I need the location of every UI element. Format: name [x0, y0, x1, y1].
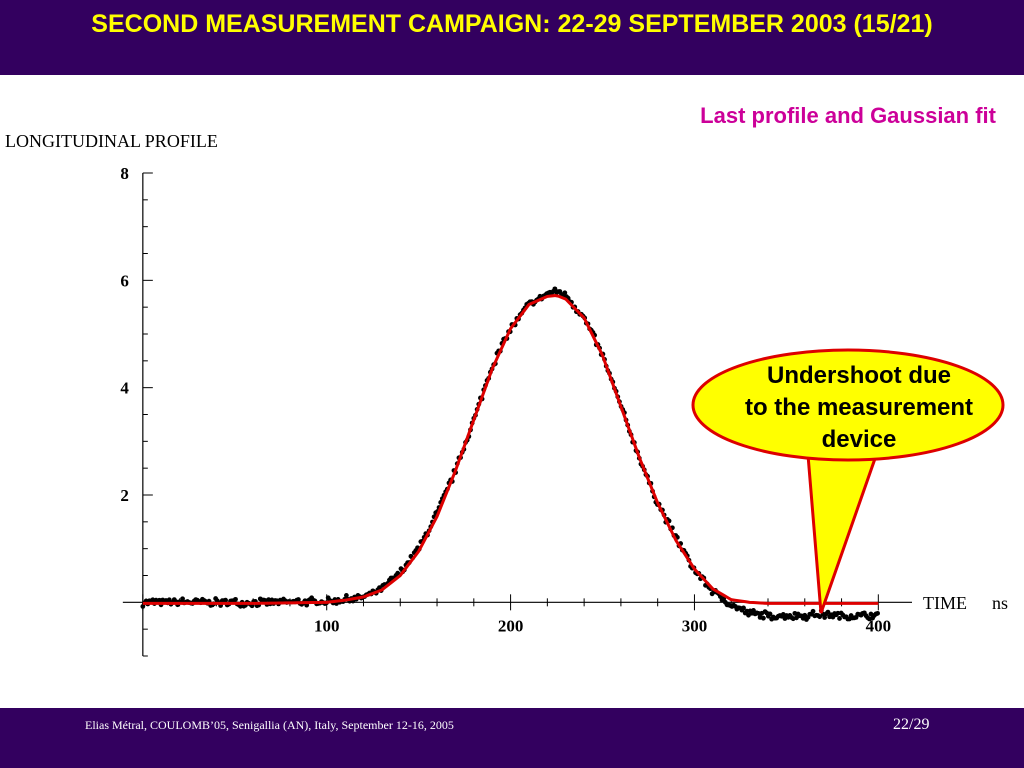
callout-bubble [691, 348, 1005, 614]
callout-pointer [806, 448, 881, 614]
data-point [295, 597, 301, 602]
gaussian-fit-line [142, 294, 879, 605]
slide-title: SECOND MEASUREMENT CAMPAIGN: 22-29 SEPTE… [91, 10, 933, 38]
x-tick-label: 200 [498, 616, 524, 635]
y-tick-label: 4 [120, 379, 129, 398]
callout-line-2: to the measurement [744, 394, 974, 421]
y-tick-label: 8 [120, 164, 129, 183]
data-point [562, 290, 568, 296]
callout-line-3: device [821, 426, 897, 453]
page-number: 22/29 [893, 716, 930, 733]
longitudinal-profile-chart: 2 4 6 8 100 200 300 400 TIME ns [120, 164, 1008, 657]
y-tick-label: 6 [120, 271, 129, 290]
data-point [825, 609, 831, 615]
data-point [552, 286, 558, 292]
header-bar: SECOND MEASUREMENT CAMPAIGN: 22-29 SEPTE… [0, 0, 1024, 75]
data-point [817, 614, 823, 620]
data-point [761, 615, 766, 621]
data-point [741, 605, 746, 611]
callout-text: Undershoot due to the measurement device [690, 360, 1024, 456]
footer-credit: Elias Métral, COULOMB’05, Senigallia (AN… [85, 718, 454, 732]
data-point [223, 597, 228, 603]
data-point [343, 593, 349, 598]
x-tick-label: 100 [314, 616, 340, 635]
data-point [822, 615, 828, 620]
footer-bar: Elias Métral, COULOMB’05, Senigallia (AN… [0, 708, 1024, 768]
x-axis-label: TIME [923, 593, 967, 613]
y-tick-label: 2 [120, 486, 129, 505]
callout-line-1: Undershoot due [767, 362, 951, 389]
data-point [233, 596, 238, 602]
fit-caption: Last profile and Gaussian fit [700, 103, 996, 128]
data-point [166, 597, 172, 603]
data-point [180, 596, 185, 602]
x-tick-label: 400 [866, 616, 892, 635]
chart-title: LONGITUDINAL PROFILE [5, 131, 218, 151]
data-point [837, 616, 842, 621]
x-axis-unit: ns [992, 593, 1008, 613]
callout-fill [696, 353, 1000, 457]
data-point [767, 611, 773, 617]
data-point [875, 610, 880, 616]
x-tick-label: 300 [682, 616, 708, 635]
data-point [810, 608, 816, 614]
